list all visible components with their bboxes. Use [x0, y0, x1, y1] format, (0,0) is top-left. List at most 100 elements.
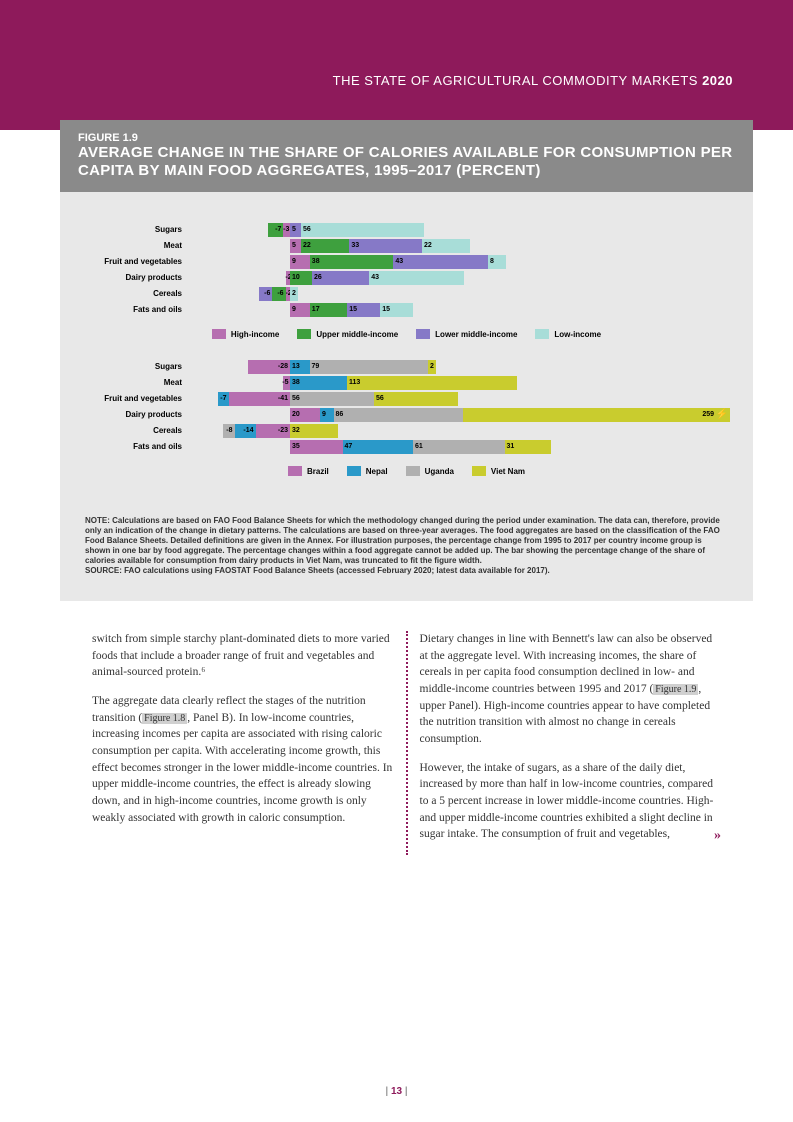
- col2-p2: However, the intake of sugars, as a shar…: [420, 760, 722, 843]
- bar-track: -538113: [190, 376, 733, 390]
- bar-segment: 32: [290, 424, 338, 438]
- bar-segment: 22: [301, 239, 349, 253]
- bar-segment: -41: [229, 392, 291, 406]
- legend-swatch: [212, 329, 226, 339]
- bar-segment: 15: [347, 303, 380, 317]
- bar-segment: 5: [290, 239, 301, 253]
- bar-track: 5223322: [190, 239, 733, 253]
- bar-segment: -14: [235, 424, 256, 438]
- legend-label: Brazil: [307, 467, 329, 476]
- chart-row: Cereals-2-6-62: [80, 286, 733, 301]
- chart-row: Sugars-2813792: [80, 359, 733, 374]
- legend-label: Nepal: [366, 467, 388, 476]
- page-bar-right: |: [405, 1086, 408, 1097]
- bar-segment: 26: [312, 271, 369, 285]
- figure-note: NOTE: Calculations are based on FAO Food…: [60, 506, 753, 581]
- legend-item: Low-income: [535, 329, 601, 339]
- bar-segment: 8: [488, 255, 506, 269]
- bar-segment: 47: [343, 440, 414, 454]
- figure-link-1-9[interactable]: Figure 1.9: [653, 684, 698, 695]
- col2-p2-text: However, the intake of sugars, as a shar…: [420, 762, 714, 841]
- bar-segment: 15: [380, 303, 413, 317]
- chart-1: Sugars-3-7556Meat5223322Fruit and vegeta…: [80, 222, 733, 317]
- legend-1: High-incomeUpper middle-incomeLower midd…: [80, 329, 733, 339]
- bar-segment: 2: [428, 360, 436, 374]
- row-label: Cereals: [80, 289, 190, 298]
- col1-p2b: , Panel B). In low-income countries, inc…: [92, 712, 392, 824]
- source-text: SOURCE: FAO calculations using FAOSTAT F…: [85, 566, 550, 575]
- bar-segment: 43: [369, 271, 464, 285]
- legend-label: Viet Nam: [491, 467, 525, 476]
- legend-label: Upper middle-income: [316, 330, 398, 339]
- legend-swatch: [288, 466, 302, 476]
- bar-track: 938438: [190, 255, 733, 269]
- bar-segment: 113: [347, 376, 517, 390]
- figure-link-1-8[interactable]: Figure 1.8: [142, 713, 187, 724]
- bar-segment: 5: [290, 223, 301, 237]
- legend-swatch: [416, 329, 430, 339]
- bar-track: -2-6-62: [190, 287, 733, 301]
- col1-p1: switch from simple starchy plant-dominat…: [92, 631, 394, 681]
- note-text: NOTE: Calculations are based on FAO Food…: [85, 516, 720, 565]
- bar-track: -23-14-832: [190, 424, 733, 438]
- legend-label: Low-income: [554, 330, 601, 339]
- legend-swatch: [406, 466, 420, 476]
- column-right: Dietary changes in line with Bennett's l…: [408, 631, 734, 855]
- bar-track: -3-7556: [190, 223, 733, 237]
- bar-segment: 33: [349, 239, 422, 253]
- chart-row: Fruit and vegetables938438: [80, 254, 733, 269]
- bar-segment: -28: [248, 360, 290, 374]
- bar-segment: 10: [290, 271, 312, 285]
- bar-segment: 9: [320, 408, 334, 422]
- figure-number: FIGURE 1.9: [78, 132, 735, 144]
- bar-segment: 9: [290, 303, 310, 317]
- chart-row: Meat-538113: [80, 375, 733, 390]
- bar-track: -2813792: [190, 360, 733, 374]
- legend-item: Uganda: [406, 466, 454, 476]
- bar-segment: 9: [290, 255, 310, 269]
- header-banner: THE STATE OF AGRICULTURAL COMMODITY MARK…: [0, 0, 793, 130]
- bar-track: 9171515: [190, 303, 733, 317]
- bar-segment: 56: [374, 392, 458, 406]
- bar-segment: 31: [505, 440, 552, 454]
- legend-swatch: [472, 466, 486, 476]
- bar-track: 20986259⚡: [190, 408, 733, 422]
- bar-track: -41-7 5656: [190, 392, 733, 406]
- row-label: Meat: [80, 241, 190, 250]
- bar-segment: 22: [422, 239, 470, 253]
- chart-row: Sugars-3-7556: [80, 222, 733, 237]
- bar-segment: -7: [218, 392, 229, 406]
- bar-segment: -6: [259, 287, 272, 301]
- legend-swatch: [347, 466, 361, 476]
- figure-container: FIGURE 1.9 AVERAGE CHANGE IN THE SHARE O…: [60, 120, 753, 601]
- row-label: Fats and oils: [80, 442, 190, 451]
- legend-swatch: [297, 329, 311, 339]
- chart-row: Dairy products20986259⚡: [80, 407, 733, 422]
- bar-segment: 2: [290, 287, 298, 301]
- col1-p2: The aggregate data clearly reflect the s…: [92, 693, 394, 826]
- banner-title: THE STATE OF AGRICULTURAL COMMODITY MARK…: [333, 73, 733, 88]
- bar-segment: 56: [290, 392, 374, 406]
- row-label: Fruit and vegetables: [80, 394, 190, 403]
- chart-row: Meat5223322: [80, 238, 733, 253]
- bar-segment: 86: [334, 408, 463, 422]
- legend-item: Lower middle-income: [416, 329, 517, 339]
- legend-label: Lower middle-income: [435, 330, 517, 339]
- bar-segment: 61: [413, 440, 505, 454]
- row-label: Fruit and vegetables: [80, 257, 190, 266]
- figure-title: AVERAGE CHANGE IN THE SHARE OF CALORIES …: [78, 144, 735, 180]
- bar-segment: -8: [223, 424, 235, 438]
- bar-segment: 35: [290, 440, 343, 454]
- bar-segment: -6: [272, 287, 285, 301]
- bar-segment: 38: [310, 255, 394, 269]
- bar-segment: 43: [393, 255, 488, 269]
- continue-marker: »: [714, 826, 721, 846]
- bar-segment: 56: [301, 223, 424, 237]
- row-label: Sugars: [80, 362, 190, 371]
- banner-text: THE STATE OF AGRICULTURAL COMMODITY MARK…: [333, 73, 698, 88]
- bar-segment: 79: [310, 360, 429, 374]
- bar-track: -2102643: [190, 271, 733, 285]
- chart-row: Fats and oils 35476131: [80, 439, 733, 454]
- chart-row: Fats and oils9171515: [80, 302, 733, 317]
- legend-swatch: [535, 329, 549, 339]
